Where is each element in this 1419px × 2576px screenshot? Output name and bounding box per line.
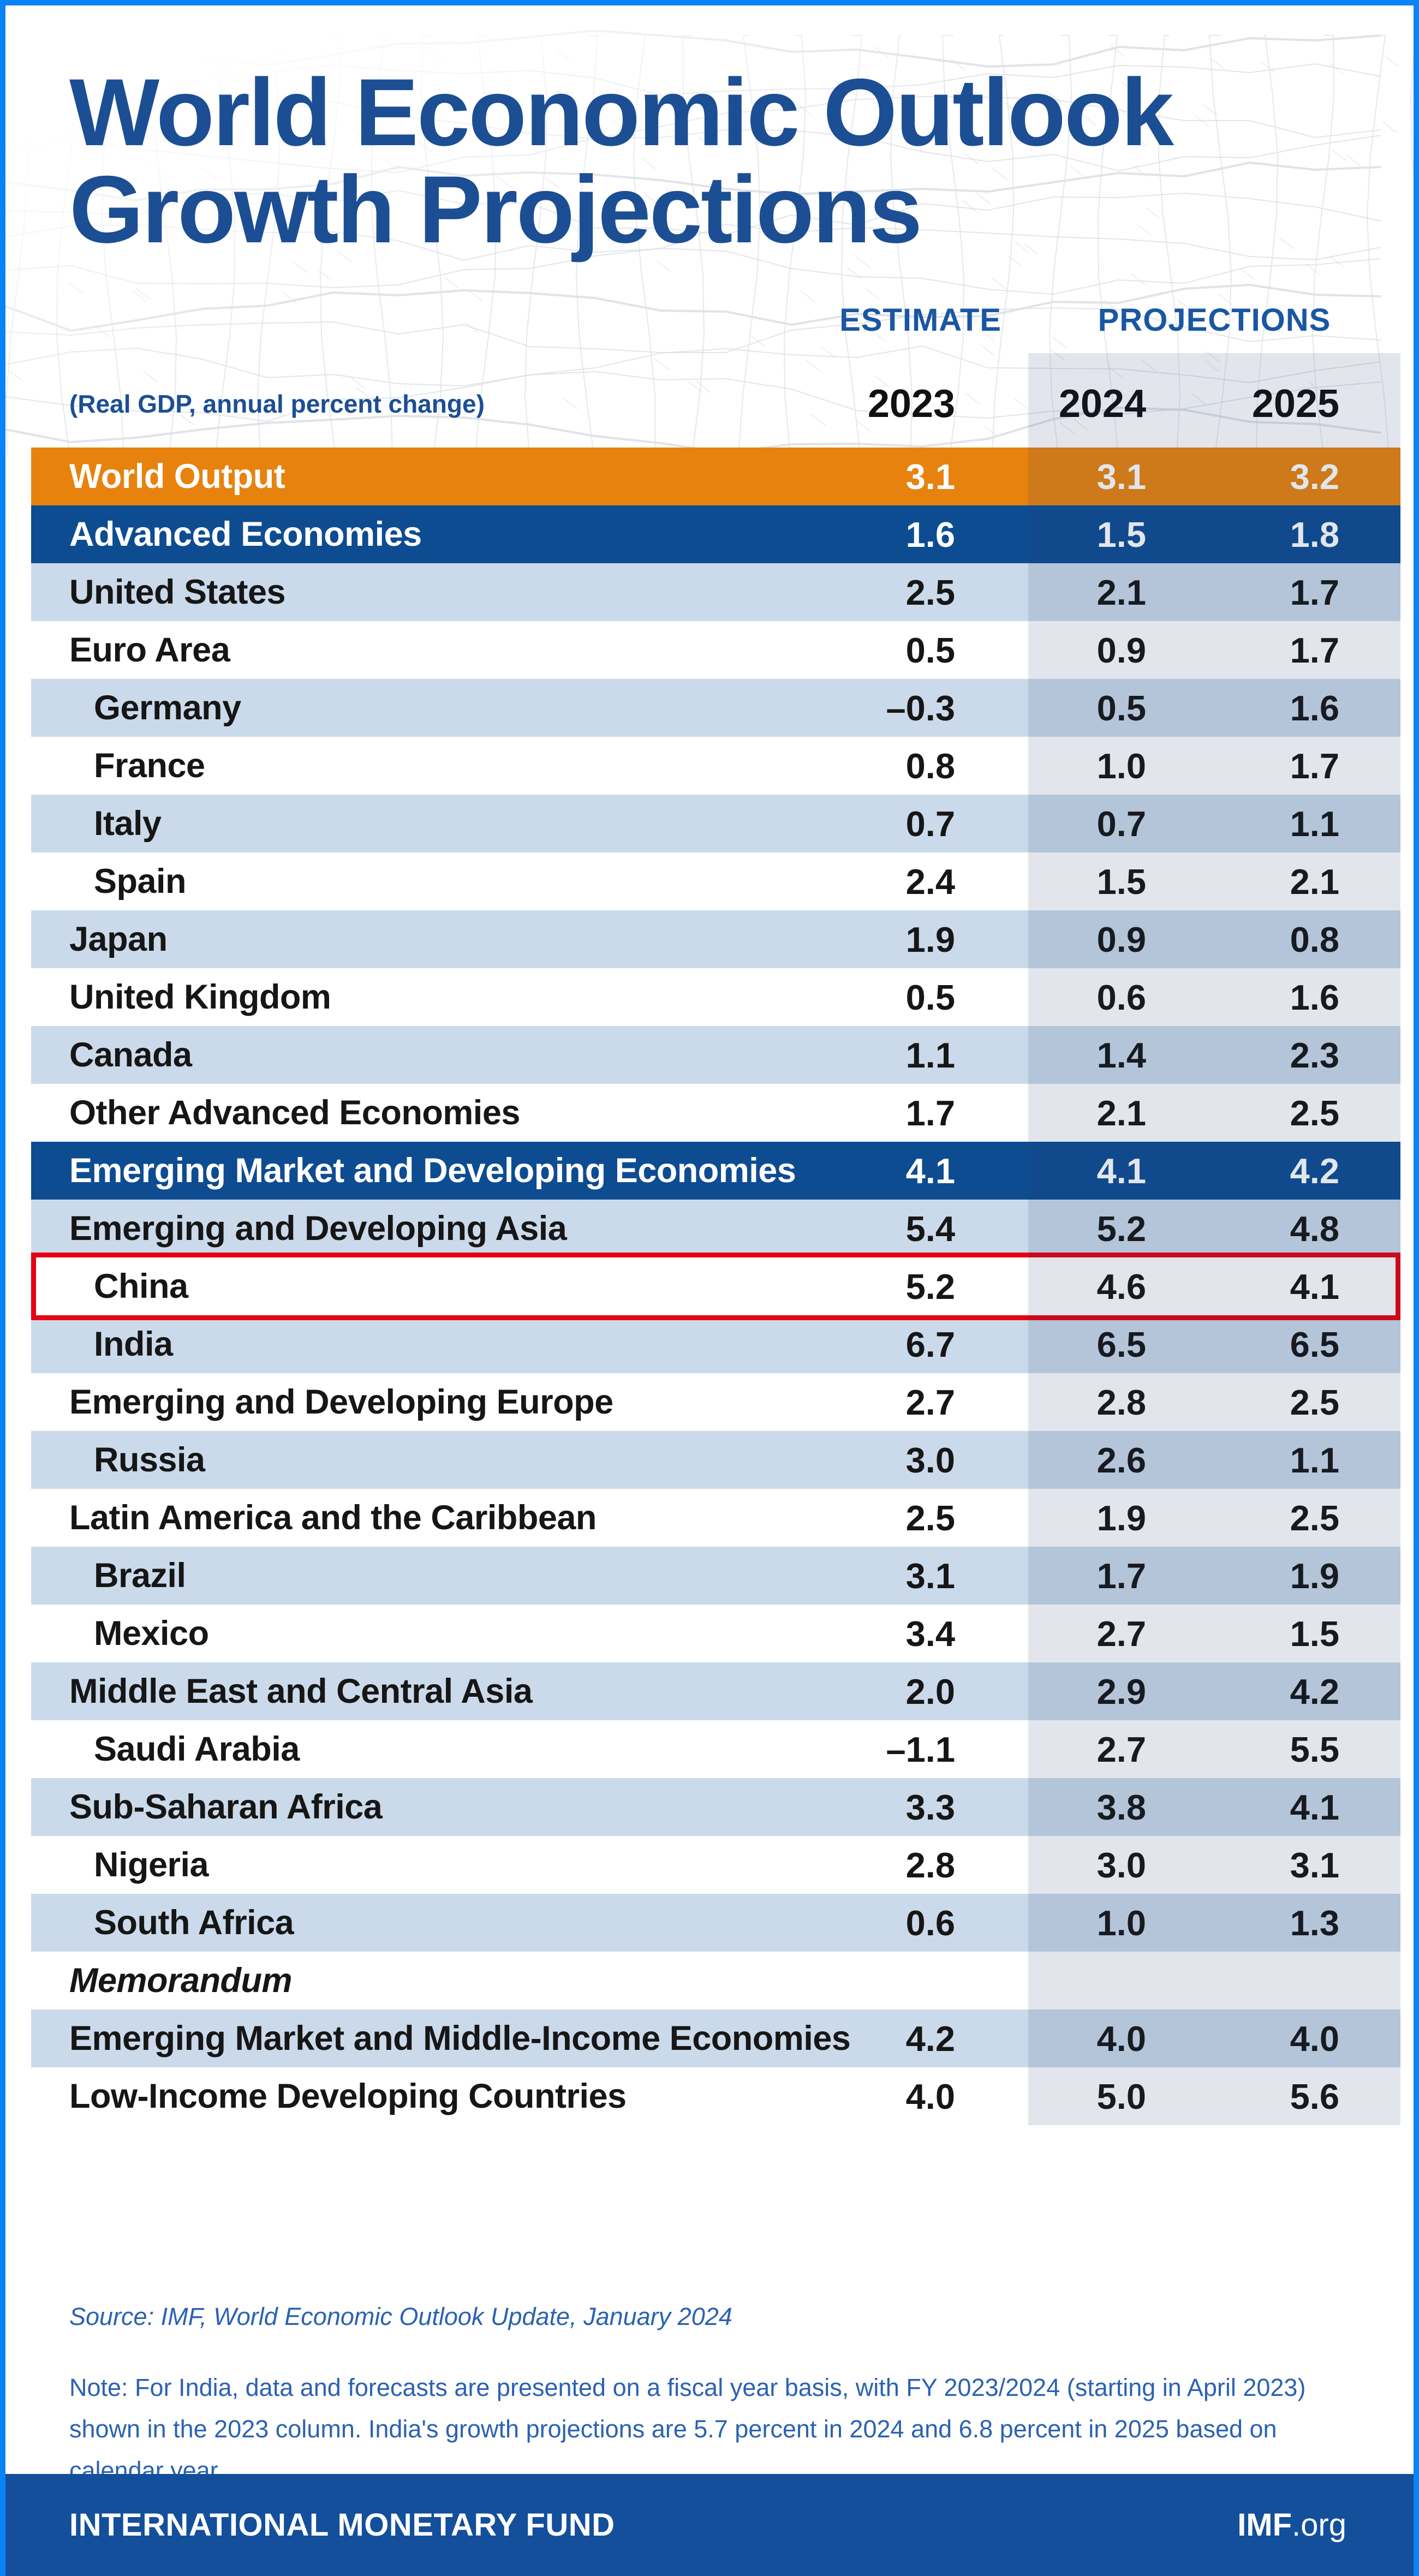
footer-site-bold: IMF <box>1237 2507 1292 2543</box>
title-line-1: World Economic Outlook <box>69 59 1174 166</box>
table-row-canada: Canada 1.1 1.4 2.3 <box>31 1026 1400 1084</box>
footer-site-suffix: .org <box>1292 2507 1346 2543</box>
table-row-low-income: Low-Income Developing Countries 4.0 5.0 … <box>69 2076 1339 2116</box>
table-row-other-advanced: Other Advanced Economies 1.7 2.1 2.5 <box>69 1093 1339 1133</box>
table-row-spain: Spain 2.4 1.5 2.1 <box>94 861 1339 902</box>
footer-site-link[interactable]: IMF.org <box>1237 2507 1346 2543</box>
table-row-memorandum: Memorandum <box>69 1961 293 2000</box>
projections-column-label: PROJECTIONS <box>1098 302 1331 338</box>
table-row-germany: Germany –0.3 0.5 1.6 <box>31 679 1400 737</box>
table-row-emerging-europe: Emerging and Developing Europe 2.7 2.8 2… <box>69 1382 1339 1422</box>
source-line: Source: IMF, World Economic Outlook Upda… <box>69 2295 732 2339</box>
top-border <box>0 0 1419 5</box>
table-row-united-kingdom: United Kingdom 0.5 0.6 1.6 <box>69 977 1339 1017</box>
right-border <box>1414 0 1419 2576</box>
table-row-china: China 5.2 4.6 4.1 <box>31 1253 1400 1320</box>
table-row-russia: Russia 3.0 2.6 1.1 <box>31 1431 1400 1489</box>
source-prefix: Source: IMF, <box>69 2303 214 2330</box>
table-row-middle-east: Middle East and Central Asia 2.0 2.9 4.2 <box>31 1662 1400 1720</box>
footer-bar: INTERNATIONAL MONETARY FUND IMF.org <box>0 2474 1419 2576</box>
year-header-row: 2023 2024 2025 <box>31 382 1400 426</box>
units-subtitle: (Real GDP, annual percent change) <box>69 390 485 418</box>
estimate-column-label: ESTIMATE <box>839 302 1001 338</box>
left-border <box>0 0 5 2576</box>
table-row-france: France 0.8 1.0 1.7 <box>94 746 1339 786</box>
table-row-emde: Emerging Market and Developing Economies… <box>31 1142 1400 1200</box>
year-2023: 2023 <box>867 382 955 426</box>
table-row-saudi-arabia: Saudi Arabia –1.1 2.7 5.5 <box>94 1729 1339 1769</box>
table-row-latin-america: Latin America and the Caribbean 2.5 1.9 … <box>69 1498 1339 1538</box>
source-suffix: , January 2024 <box>570 2303 732 2330</box>
table-row-india: India 6.7 6.5 6.5 <box>31 1315 1400 1373</box>
footer-org-name: INTERNATIONAL MONETARY FUND <box>69 2507 615 2543</box>
table-row-world-output: World Output 3.1 3.1 3.2 <box>31 448 1400 505</box>
table-row-nigeria: Nigeria 2.8 3.0 3.1 <box>94 1845 1339 1885</box>
table-row-sub-saharan-africa: Sub-Saharan Africa 3.3 3.8 4.1 <box>31 1778 1400 1836</box>
table-row-united-states: United States 2.5 2.1 1.7 <box>31 563 1400 621</box>
title-line-2: Growth Projections <box>69 157 922 263</box>
table-row-euro-area: Euro Area 0.5 0.9 1.7 <box>69 630 1339 670</box>
footnote: Note: For India, data and forecasts are … <box>69 2374 1306 2484</box>
table-row-mexico: Mexico 3.4 2.7 1.5 <box>94 1613 1339 1654</box>
year-2024: 2024 <box>1058 382 1146 426</box>
source-publication: World Economic Outlook Update <box>213 2303 570 2330</box>
table-row-advanced-economies: Advanced Economies 1.6 1.5 1.8 <box>31 505 1400 563</box>
table-row-south-africa: South Africa 0.6 1.0 1.3 <box>31 1894 1400 1952</box>
table-row-emerging-asia: Emerging and Developing Asia 5.4 5.2 4.8 <box>31 1200 1400 1257</box>
table-row-italy: Italy 0.7 0.7 1.1 <box>31 795 1400 852</box>
table-row-brazil: Brazil 3.1 1.7 1.9 <box>31 1547 1400 1605</box>
table-row-japan: Japan 1.9 0.9 0.8 <box>31 910 1400 968</box>
page-title: World Economic Outlook Growth Projection… <box>69 59 1174 263</box>
year-2025: 2025 <box>1251 382 1339 426</box>
growth-table: World Output 3.1 3.1 3.2 Advanced Econom… <box>31 448 1400 2125</box>
table-row-em-middle-income: Emerging Market and Middle-Income Econom… <box>31 2009 1400 2067</box>
